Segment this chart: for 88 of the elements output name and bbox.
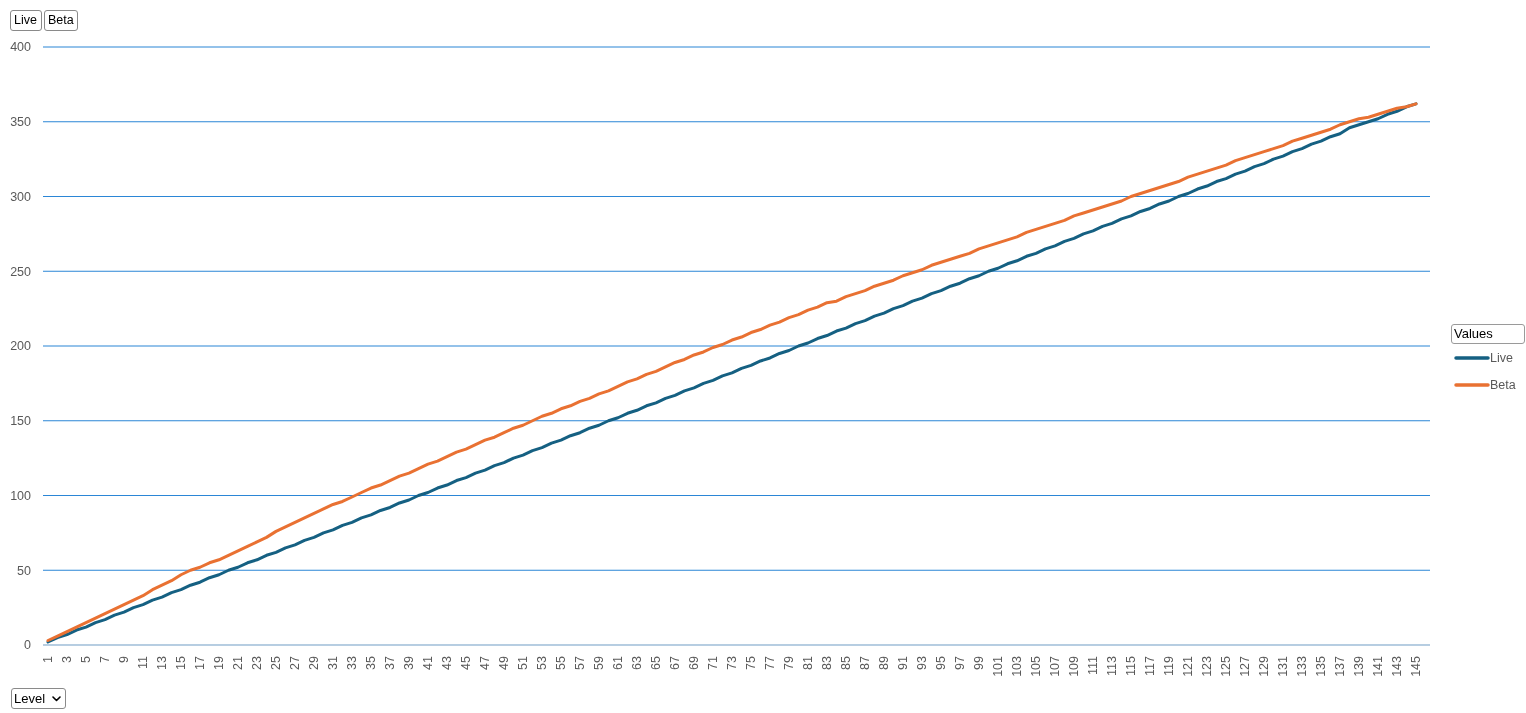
x-tick-label: 51 bbox=[516, 655, 531, 670]
x-tick-label: 121 bbox=[1181, 655, 1196, 677]
x-tick-label: 45 bbox=[459, 655, 474, 670]
legend-label: Beta bbox=[1490, 377, 1516, 392]
x-tick-label: 123 bbox=[1200, 655, 1215, 677]
x-tick-label: 17 bbox=[193, 655, 208, 670]
x-tick-label: 19 bbox=[212, 655, 227, 670]
y-tick-label: 100 bbox=[10, 488, 32, 503]
text: Beta bbox=[44, 10, 78, 31]
x-tick-label: 85 bbox=[839, 655, 854, 670]
x-tick-label: 145 bbox=[1409, 655, 1424, 677]
x-tick-label: 69 bbox=[687, 655, 702, 670]
x-tick-label: 95 bbox=[934, 655, 949, 670]
x-tick-label: 129 bbox=[1257, 655, 1272, 677]
y-tick-label: 300 bbox=[10, 189, 32, 204]
x-tick-label: 89 bbox=[877, 655, 892, 670]
legend-title: Values bbox=[1451, 324, 1525, 344]
x-tick-label: 53 bbox=[535, 655, 550, 670]
x-tick-label: 99 bbox=[972, 655, 987, 670]
x-tick-label: 93 bbox=[915, 655, 930, 670]
x-tick-label: 75 bbox=[744, 655, 759, 670]
text: Live bbox=[10, 10, 42, 31]
x-tick-label: 3 bbox=[60, 655, 75, 663]
x-tick-label: 113 bbox=[1105, 655, 1120, 676]
x-tick-label: 65 bbox=[649, 655, 664, 670]
x-tick-label: 9 bbox=[117, 655, 132, 663]
x-tick-label: 27 bbox=[288, 655, 303, 670]
x-tick-label: 103 bbox=[1010, 655, 1025, 677]
x-tick-label: 119 bbox=[1162, 655, 1177, 676]
x-tick-label: 37 bbox=[383, 655, 398, 670]
x-tick-label: 15 bbox=[174, 655, 189, 670]
x-tick-label: 79 bbox=[782, 655, 797, 670]
x-tick-label: 23 bbox=[250, 655, 265, 670]
x-tick-label: 135 bbox=[1314, 655, 1329, 677]
x-tick-label: 1 bbox=[41, 655, 56, 663]
x-tick-label: 31 bbox=[326, 655, 341, 670]
x-tick-label: 41 bbox=[421, 655, 436, 670]
x-tick-label: 127 bbox=[1238, 655, 1253, 677]
x-tick-label: 139 bbox=[1352, 655, 1367, 677]
x-tick-label: 109 bbox=[1067, 655, 1082, 677]
x-tick-label: 33 bbox=[345, 655, 360, 670]
x-tick-label: 97 bbox=[953, 655, 968, 670]
x-tick-label: 125 bbox=[1219, 655, 1234, 677]
x-tick-label: 63 bbox=[630, 655, 645, 670]
x-tick-label: 35 bbox=[364, 655, 379, 670]
x-tick-label: 83 bbox=[820, 655, 835, 670]
x-tick-label: 5 bbox=[79, 655, 94, 663]
x-tick-label: 137 bbox=[1333, 655, 1348, 677]
y-tick-label: 400 bbox=[10, 40, 32, 55]
x-tick-label: 143 bbox=[1390, 655, 1405, 677]
x-axis-title: Level bbox=[13, 691, 47, 706]
x-tick-label: 57 bbox=[573, 655, 588, 670]
x-tick-label: 81 bbox=[801, 655, 816, 670]
y-tick-label: 50 bbox=[17, 563, 32, 578]
x-tick-label: 55 bbox=[554, 655, 569, 670]
x-tick-label: 67 bbox=[668, 655, 683, 670]
legend-label: Live bbox=[1490, 350, 1513, 365]
x-tick-label: 71 bbox=[706, 655, 721, 670]
x-tick-label: 101 bbox=[991, 655, 1006, 677]
x-tick-label: 25 bbox=[269, 655, 284, 670]
x-tick-label: 61 bbox=[611, 655, 626, 670]
x-tick-label: 43 bbox=[440, 655, 455, 670]
y-tick-label: 350 bbox=[10, 115, 32, 130]
x-tick-label: 141 bbox=[1371, 655, 1386, 677]
y-tick-label: 0 bbox=[24, 638, 32, 653]
x-tick-label: 131 bbox=[1276, 655, 1291, 677]
x-tick-label: 47 bbox=[478, 655, 493, 670]
x-tick-label: 107 bbox=[1048, 655, 1063, 677]
x-tick-label: 73 bbox=[725, 655, 740, 670]
x-tick-label: 117 bbox=[1143, 655, 1158, 676]
x-tick-label: 105 bbox=[1029, 655, 1044, 677]
x-tick-label: 21 bbox=[231, 655, 246, 670]
y-tick-label: 200 bbox=[10, 339, 32, 354]
x-tick-label: 87 bbox=[858, 655, 873, 670]
x-tick-label: 77 bbox=[763, 655, 778, 670]
y-tick-label: 250 bbox=[10, 264, 32, 279]
x-tick-label: 111 bbox=[1086, 655, 1101, 676]
x-tick-label: 29 bbox=[307, 655, 322, 670]
x-tick-label: 91 bbox=[896, 655, 911, 670]
x-tick-label: 39 bbox=[402, 655, 417, 670]
x-tick-label: 133 bbox=[1295, 655, 1310, 677]
x-tick-label: 13 bbox=[155, 655, 170, 670]
x-tick-label: 49 bbox=[497, 655, 512, 670]
x-tick-label: 11 bbox=[136, 655, 151, 669]
x-tick-label: 115 bbox=[1124, 655, 1139, 676]
x-tick-label: 7 bbox=[98, 655, 113, 663]
y-tick-label: 150 bbox=[10, 414, 32, 429]
x-tick-label: 59 bbox=[592, 655, 607, 670]
